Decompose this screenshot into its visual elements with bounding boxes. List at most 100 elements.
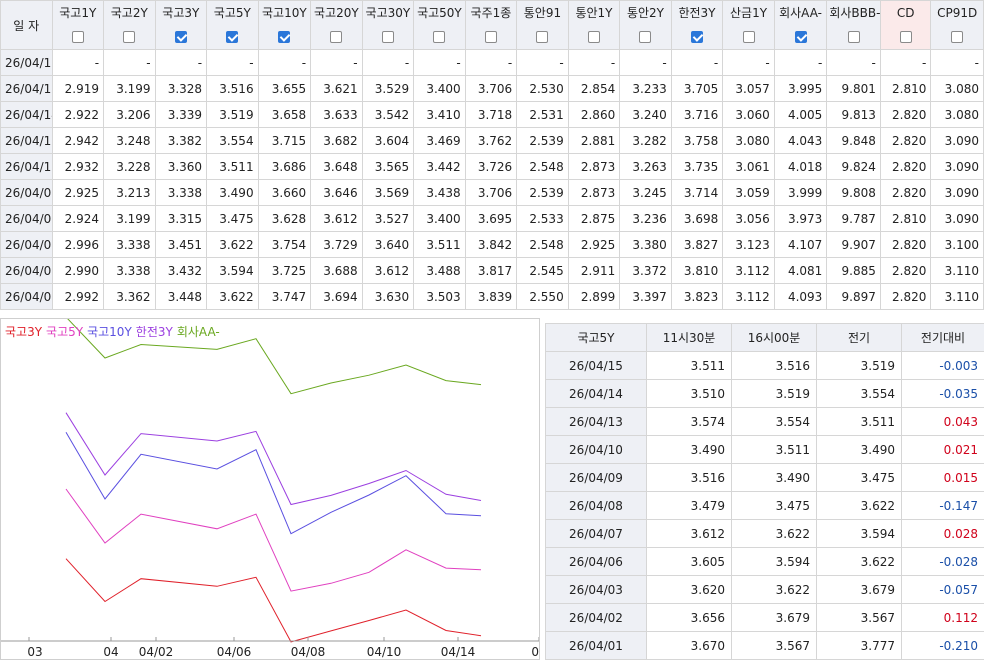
table-row[interactable]: 26/04/13 3.574 3.554 3.511 0.043: [545, 407, 984, 436]
table-row[interactable]: 26/04/03 3.620 3.622 3.679 -0.057: [545, 575, 984, 604]
x-tick-label: 04/06: [217, 645, 252, 659]
series-checkbox[interactable]: [587, 31, 600, 44]
yield-cell: -: [619, 49, 672, 76]
table-row[interactable]: 26/04/08 3.479 3.475 3.622 -0.147: [545, 491, 984, 520]
intraday-1130: 3.516: [646, 463, 732, 492]
table-row[interactable]: 26/04/032.9923.3623.4483.6223.7473.6943.…: [0, 283, 984, 310]
intraday-diff: -0.057: [901, 575, 984, 604]
yield-cell: 4.005: [773, 101, 828, 128]
yield-cell: 3.236: [619, 205, 672, 232]
yield-cell: 3.594: [206, 257, 259, 284]
column-header[interactable]: 한전3Y: [670, 0, 724, 25]
table-row[interactable]: 26/04/132.9423.2483.3823.5543.7153.6823.…: [0, 127, 984, 154]
column-header[interactable]: 통안2Y: [619, 0, 672, 25]
yield-chart[interactable]: 국고3Y 국고5Y 국고10Y 한전3Y 회사AA- 03 04 04/02 04/06 04/…: [0, 318, 540, 660]
yield-cell: 3.362: [103, 283, 156, 310]
table-row[interactable]: 26/04/062.9903.3383.4323.5943.7253.6883.…: [0, 257, 984, 284]
row-date: 26/04/08: [0, 205, 53, 232]
series-checkbox[interactable]: [433, 31, 446, 44]
series-checkbox[interactable]: [330, 31, 343, 44]
yield-cell: 3.382: [154, 127, 208, 154]
series-line: [67, 319, 482, 395]
table-row[interactable]: 26/04/01 3.670 3.567 3.777 -0.210: [545, 631, 984, 660]
column-header[interactable]: 통안91: [516, 0, 569, 25]
grid-checkbox-row: [1, 24, 984, 50]
table-row[interactable]: 26/04/102.9323.2283.3603.5113.6863.6483.…: [0, 153, 984, 180]
series-checkbox[interactable]: [847, 31, 860, 44]
yield-cell: -: [103, 49, 156, 76]
yield-cell: 3.565: [361, 153, 415, 180]
column-header[interactable]: 국고10Y: [257, 0, 312, 25]
table-row[interactable]: 26/04/092.9253.2133.3383.4903.6603.6463.…: [0, 179, 984, 206]
yield-grid: 일 자 국고1Y 국고2Y 국고3Y 국고5Y 국고10Y 국고20Y 국고30Y 국고50Y…: [0, 0, 984, 310]
table-row[interactable]: 26/04/072.9963.3383.4513.6223.7543.7293.…: [0, 231, 984, 258]
column-header[interactable]: 국주1종: [464, 0, 518, 25]
column-header[interactable]: 회사AA-: [773, 0, 828, 25]
yield-cell: 3.488: [413, 257, 466, 284]
table-row[interactable]: 26/04/142.9223.2063.3393.5193.6583.6333.…: [0, 101, 984, 128]
series-checkbox[interactable]: [794, 31, 807, 44]
intraday-prev: 3.475: [816, 463, 902, 492]
yield-cell: 9.897: [826, 283, 881, 310]
series-checkbox[interactable]: [278, 31, 291, 44]
intraday-1600: 3.475: [731, 491, 817, 520]
intraday-1130: 3.670: [646, 631, 732, 660]
yield-cell: 3.735: [670, 153, 724, 180]
table-row[interactable]: 26/04/10 3.490 3.511 3.490 0.021: [545, 435, 984, 464]
x-tick-label: 04/14: [441, 645, 476, 659]
intraday-header-series: 국고5Y: [545, 323, 647, 352]
column-checkbox-cell: [773, 24, 828, 50]
column-header[interactable]: CD: [879, 0, 932, 25]
yield-cell: 3.442: [413, 153, 466, 180]
table-row[interactable]: 26/04/15 3.511 3.516 3.519 -0.003: [545, 351, 984, 380]
series-checkbox[interactable]: [484, 31, 497, 44]
column-header[interactable]: 회사BBB-: [826, 0, 881, 25]
series-checkbox[interactable]: [639, 31, 652, 44]
series-checkbox[interactable]: [742, 31, 755, 44]
table-row[interactable]: 26/04/02 3.656 3.679 3.567 0.112: [545, 603, 984, 632]
series-checkbox[interactable]: [174, 31, 187, 44]
yield-cell: 2.539: [516, 127, 569, 154]
table-row[interactable]: 26/04/06 3.605 3.594 3.622 -0.028: [545, 547, 984, 576]
series-checkbox[interactable]: [71, 31, 84, 44]
series-checkbox[interactable]: [226, 31, 239, 44]
yield-cell: 3.315: [154, 205, 208, 232]
intraday-diff: 0.015: [901, 463, 984, 492]
table-row[interactable]: 26/04/082.9243.1993.3153.4753.6283.6123.…: [0, 205, 984, 232]
column-header[interactable]: 국고30Y: [361, 0, 415, 25]
x-tick-label: 0: [531, 645, 539, 659]
yield-cell: 3.228: [103, 153, 156, 180]
table-row[interactable]: 26/04/152.9193.1993.3283.5163.6553.6213.…: [0, 75, 984, 102]
yield-cell: 3.516: [206, 75, 259, 102]
series-checkbox[interactable]: [381, 31, 394, 44]
column-header[interactable]: 산금1Y: [722, 0, 775, 25]
yield-cell: -: [567, 49, 621, 76]
series-checkbox[interactable]: [123, 31, 136, 44]
column-header[interactable]: 국고20Y: [310, 0, 363, 25]
series-checkbox[interactable]: [690, 31, 703, 44]
intraday-header-1600: 16시00분: [731, 323, 817, 352]
series-checkbox[interactable]: [951, 31, 964, 44]
yield-cell: 3.529: [361, 75, 415, 102]
yield-cell: 2.919: [51, 75, 105, 102]
table-row[interactable]: 26/04/16------------------: [0, 49, 984, 76]
table-row[interactable]: 26/04/07 3.612 3.622 3.594 0.028: [545, 519, 984, 548]
series-checkbox[interactable]: [536, 31, 549, 44]
column-header[interactable]: CP91D: [930, 0, 984, 25]
column-header[interactable]: 통안1Y: [567, 0, 621, 25]
yield-cell: 2.530: [516, 75, 569, 102]
x-tick-label: 04: [103, 645, 118, 659]
column-header[interactable]: 국고1Y: [51, 0, 105, 25]
intraday-date: 26/04/01: [545, 631, 647, 660]
column-header[interactable]: 국고50Y: [413, 0, 466, 25]
intraday-prev: 3.511: [816, 407, 902, 436]
table-row[interactable]: 26/04/14 3.510 3.519 3.554 -0.035: [545, 379, 984, 408]
intraday-diff: 0.028: [901, 519, 984, 548]
column-header[interactable]: 국고2Y: [103, 0, 156, 25]
yield-cell: 4.093: [773, 283, 828, 310]
intraday-prev: 3.777: [816, 631, 902, 660]
column-header[interactable]: 국고5Y: [206, 0, 259, 25]
table-row[interactable]: 26/04/09 3.516 3.490 3.475 0.015: [545, 463, 984, 492]
series-checkbox[interactable]: [899, 31, 912, 44]
column-header[interactable]: 국고3Y: [154, 0, 208, 25]
